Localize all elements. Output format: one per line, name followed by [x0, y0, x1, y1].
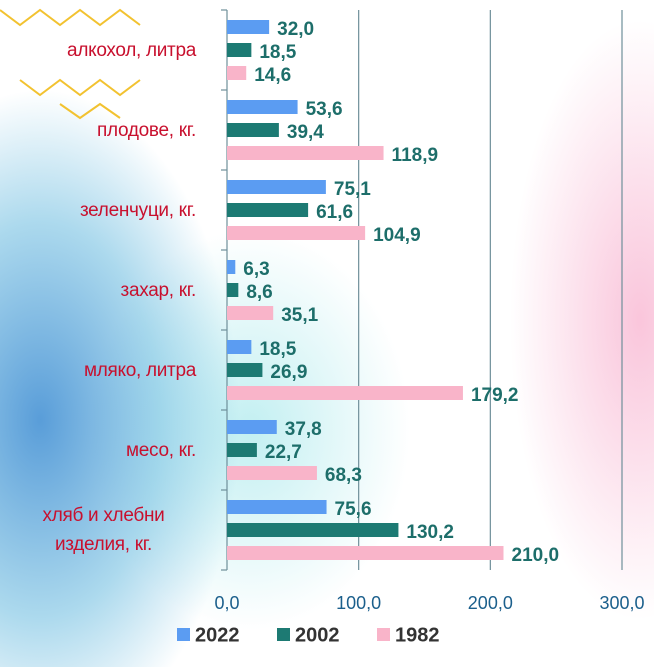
- bar: [227, 443, 257, 457]
- legend-label: 2022: [195, 624, 240, 646]
- bar: [227, 386, 463, 400]
- category-label-box: мляко, литра: [84, 340, 196, 400]
- bar: [227, 466, 317, 480]
- data-label: 18,5: [259, 339, 296, 360]
- y-tick-label: плодове, кг.: [97, 119, 196, 141]
- legend-swatch: [177, 628, 190, 641]
- category-label-box: месо, кг.: [126, 420, 196, 480]
- bar: [227, 203, 309, 217]
- y-tick-label: зеленчуци, кг.: [79, 199, 196, 221]
- zigzag: [0, 8, 141, 27]
- y-tick-label: алкохол, литра: [67, 39, 196, 61]
- category-label-box: захар, кг.: [120, 260, 197, 320]
- bar: [227, 546, 504, 560]
- bar: [227, 340, 252, 354]
- data-label: 26,9: [270, 362, 307, 383]
- data-label: 130,2: [406, 522, 454, 543]
- y-tick-label: захар, кг.: [120, 279, 197, 301]
- x-tick-label: 100,0: [336, 593, 381, 613]
- data-label: 32,0: [277, 19, 314, 40]
- bar: [227, 66, 247, 80]
- legend-label: 1982: [395, 624, 440, 646]
- bar: [227, 523, 399, 537]
- category-label-box: алкохол, литра: [67, 20, 196, 80]
- data-label: 53,6: [306, 99, 343, 120]
- zigzag: [19, 78, 141, 97]
- data-label: 18,5: [259, 42, 296, 63]
- y-tick-label: месо, кг.: [126, 439, 196, 461]
- bar: [227, 100, 298, 114]
- data-label: 68,3: [325, 465, 362, 486]
- bar: [227, 20, 270, 34]
- data-label: 35,1: [281, 305, 318, 326]
- bar: [227, 226, 366, 240]
- decoration: [0, 8, 141, 120]
- bar: [227, 363, 263, 377]
- x-tick-label: 300,0: [599, 593, 644, 613]
- legend-label: 2002: [295, 624, 340, 646]
- y-tick-label: мляко, литра: [83, 359, 196, 381]
- legend-swatch: [277, 628, 290, 641]
- data-label: 61,6: [316, 202, 353, 223]
- bar: [227, 500, 327, 514]
- bar: [227, 123, 279, 137]
- x-tick-label: 200,0: [468, 593, 513, 613]
- bar: [227, 420, 277, 434]
- data-label: 14,6: [254, 65, 291, 86]
- data-label: 179,2: [471, 385, 519, 406]
- bar: [227, 260, 236, 274]
- y-tick-label: хляб и хлебни изделия, кг.: [42, 505, 165, 555]
- bar: [227, 283, 239, 297]
- data-label: 104,9: [373, 225, 421, 246]
- category-label-box: хляб и хлебни изделия, кг.: [11, 500, 196, 560]
- data-label: 6,3: [243, 259, 269, 280]
- zigzag: [59, 102, 121, 120]
- data-label: 75,1: [334, 179, 371, 200]
- bar: [227, 180, 326, 194]
- legend-swatch: [377, 628, 390, 641]
- category-label-box: плодове, кг.: [97, 100, 196, 160]
- x-tick-label: 0,0: [214, 593, 239, 613]
- bar: [227, 146, 384, 160]
- bar: [227, 43, 252, 57]
- data-label: 37,8: [285, 419, 322, 440]
- data-label: 22,7: [265, 442, 302, 463]
- category-label-box: зеленчуци, кг.: [80, 180, 196, 240]
- data-label: 39,4: [287, 122, 324, 143]
- data-label: 210,0: [512, 545, 560, 566]
- data-label: 75,6: [335, 499, 372, 520]
- bar: [227, 306, 274, 320]
- data-label: 8,6: [246, 282, 272, 303]
- data-label: 118,9: [392, 145, 439, 166]
